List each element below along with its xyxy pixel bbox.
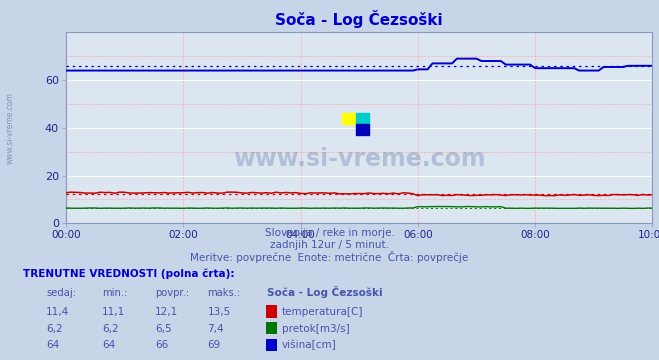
Text: 6,2: 6,2 xyxy=(46,324,63,334)
Text: Soča - Log Čezsoški: Soča - Log Čezsoški xyxy=(267,286,382,298)
Text: Meritve: povprečne  Enote: metrične  Črta: povprečje: Meritve: povprečne Enote: metrične Črta:… xyxy=(190,251,469,263)
Text: min.:: min.: xyxy=(102,288,128,298)
Text: 12,1: 12,1 xyxy=(155,307,178,317)
Text: 64: 64 xyxy=(102,341,115,351)
Text: 7,4: 7,4 xyxy=(208,324,224,334)
Text: Slovenija / reke in morje.: Slovenija / reke in morje. xyxy=(264,228,395,238)
Text: temperatura[C]: temperatura[C] xyxy=(282,307,364,317)
Text: 69: 69 xyxy=(208,341,221,351)
Text: pretok[m3/s]: pretok[m3/s] xyxy=(282,324,350,334)
Text: 66: 66 xyxy=(155,341,168,351)
Bar xyxy=(356,124,370,135)
Text: 11,4: 11,4 xyxy=(46,307,69,317)
Text: 6,5: 6,5 xyxy=(155,324,171,334)
Title: Soča - Log Čezsoški: Soča - Log Čezsoški xyxy=(275,10,443,28)
Text: 64: 64 xyxy=(46,341,59,351)
Text: TRENUTNE VREDNOSTI (polna črta):: TRENUTNE VREDNOSTI (polna črta): xyxy=(23,269,235,279)
Text: 6,2: 6,2 xyxy=(102,324,119,334)
Text: zadnjih 12ur / 5 minut.: zadnjih 12ur / 5 minut. xyxy=(270,240,389,251)
Text: www.si-vreme.com: www.si-vreme.com xyxy=(233,147,486,171)
Bar xyxy=(342,113,356,124)
Text: sedaj:: sedaj: xyxy=(46,288,76,298)
Text: maks.:: maks.: xyxy=(208,288,241,298)
Bar xyxy=(356,113,370,124)
Text: 13,5: 13,5 xyxy=(208,307,231,317)
Text: www.si-vreme.com: www.si-vreme.com xyxy=(5,92,14,164)
Text: povpr.:: povpr.: xyxy=(155,288,189,298)
Text: višina[cm]: višina[cm] xyxy=(282,340,337,351)
Text: 11,1: 11,1 xyxy=(102,307,125,317)
